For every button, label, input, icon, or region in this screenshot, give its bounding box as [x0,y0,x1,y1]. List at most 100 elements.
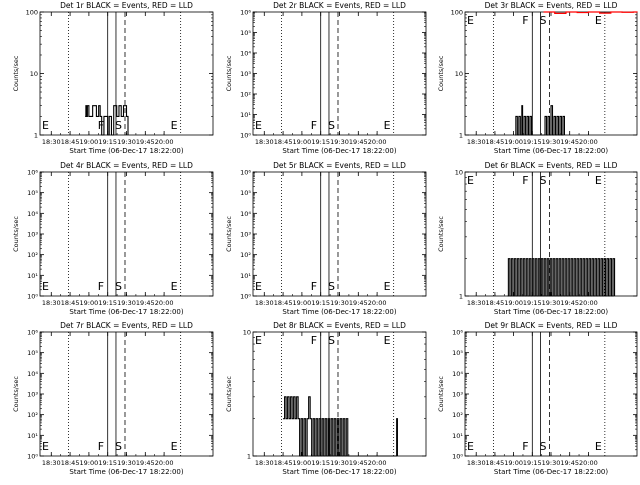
y-tick-label: 100 [451,9,463,17]
y-tick-label: 10⁶ [240,9,251,17]
x-tick-label: 18:45 [61,299,80,307]
x-axis-label: Start Time (06-Dec-17 18:22:00) [69,468,183,476]
plot-frame [252,331,427,457]
panel-title: Det 2r BLACK = Events, RED = LLD [273,1,406,10]
x-tick-label: 19:15 [523,459,542,467]
y-tick-label: 10⁰ [240,132,251,140]
y-tick-label: 10⁴ [240,210,251,218]
x-axis-label: Start Time (06-Dec-17 18:22:00) [494,147,608,155]
x-axis-label: Start Time (06-Dec-17 18:22:00) [282,147,396,155]
y-tick-label: 1 [34,132,38,140]
x-tick-label: 20:00 [155,459,174,467]
y-tick-label: 10¹ [240,111,251,119]
y-tick-label: 10² [240,91,251,99]
x-tick-label: 19:30 [330,138,349,146]
y-tick-label: 10⁴ [27,210,38,218]
lld-series [543,11,638,14]
x-axis-label: Start Time (06-Dec-17 18:22:00) [282,468,396,476]
x-tick-label: 19:15 [311,299,330,307]
x-tick-label: 18:45 [274,138,293,146]
y-tick-label: 10³ [452,391,463,399]
y-tick-label: 10² [27,411,38,419]
x-tick-label: 19:30 [542,459,561,467]
y-tick-label: 10³ [27,231,38,239]
y-axis-label: Counts/sec [225,216,233,252]
x-tick-label: 18:30 [467,138,486,146]
event-marker: E [384,280,391,293]
y-tick-label: 10¹ [27,272,38,280]
x-tick-label: 19:15 [311,459,330,467]
x-tick-label: 19:15 [523,138,542,146]
y-tick-label: 10⁴ [27,370,38,378]
x-tick-label: 19:45 [560,299,579,307]
x-axis-label: Start Time (06-Dec-17 18:22:00) [494,308,608,316]
y-tick-label: 10⁵ [240,29,251,37]
event-marker: S [540,14,547,27]
event-marker: F [522,14,528,27]
x-tick-label: 19:45 [136,459,155,467]
x-tick-label: 18:30 [42,299,61,307]
event-marker: E [384,334,391,347]
x-tick-label: 18:45 [61,459,80,467]
x-tick-label: 19:45 [136,299,155,307]
y-axis-label: Counts/sec [12,376,20,412]
event-marker: E [595,14,602,27]
event-marker: E [467,174,474,187]
panel-title: Det 7r BLACK = Events, RED = LLD [60,321,193,330]
y-tick-label: 10⁴ [452,370,463,378]
event-marker: E [255,280,262,293]
plot-frame [39,331,214,457]
x-tick-label: 19:15 [523,299,542,307]
y-tick-label: 10³ [27,391,38,399]
plot-frame [464,331,638,457]
x-tick-label: 18:45 [486,459,505,467]
plot-frame [39,171,214,297]
y-tick-label: 10² [27,251,38,259]
panel-det-9: Det 9r BLACK = Events, RED = LLD 10⁰ 10¹ 10… [437,321,638,476]
x-tick-label: 19:00 [293,138,312,146]
y-tick-label: 1 [459,132,463,140]
event-marker: F [522,174,528,187]
events-series [515,105,566,136]
x-tick-label: 18:30 [255,299,274,307]
y-tick-label: 10² [452,411,463,419]
x-tick-label: 19:30 [330,299,349,307]
y-tick-label: 10 [455,169,463,177]
event-marker: E [171,119,178,132]
y-tick-label: 10⁶ [27,169,38,177]
x-tick-label: 19:15 [98,299,117,307]
x-tick-label: 19:30 [542,299,561,307]
panel-title: Det 3r BLACK = Events, RED = LLD [485,1,618,10]
panel-title: Det 9r BLACK = Events, RED = LLD [485,321,618,330]
x-tick-label: 20:00 [155,138,174,146]
event-marker: F [98,440,104,453]
x-tick-label: 19:30 [117,138,136,146]
x-tick-label: 19:30 [117,459,136,467]
event-marker: S [540,440,547,453]
x-tick-label: 18:30 [255,138,274,146]
x-tick-label: 19:45 [349,138,368,146]
x-tick-label: 19:45 [136,138,155,146]
event-marker: S [328,119,335,132]
x-tick-label: 20:00 [368,459,387,467]
event-marker: S [328,280,335,293]
y-tick-label: 10³ [240,231,251,239]
x-tick-label: 19:00 [504,138,523,146]
y-axis-label: Counts/sec [437,55,445,91]
panel-title: Det 4r BLACK = Events, RED = LLD [60,161,193,170]
x-tick-label: 19:45 [560,459,579,467]
y-tick-label: 10⁰ [240,293,251,301]
x-tick-label: 18:30 [467,459,486,467]
y-tick-label: 10⁰ [452,453,463,461]
event-marker: E [595,174,602,187]
events-series [507,258,616,297]
x-tick-label: 19:00 [504,299,523,307]
x-tick-label: 18:45 [274,459,293,467]
y-tick-label: 1 [459,293,463,301]
x-tick-label: 20:00 [579,459,598,467]
x-tick-label: 20:00 [368,299,387,307]
panel-det-2: Det 2r BLACK = Events, RED = LLD 10⁰ 10¹ 10… [225,1,427,155]
event-marker: E [467,14,474,27]
